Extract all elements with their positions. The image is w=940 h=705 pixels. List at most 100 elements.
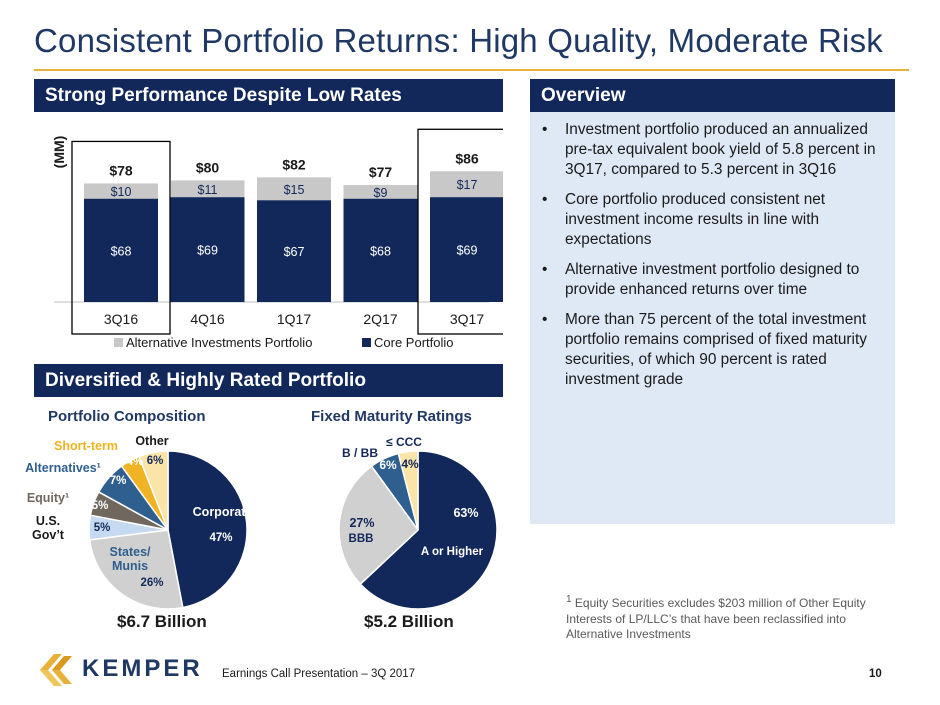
alternative-value-label: $10 bbox=[111, 185, 132, 199]
overview-bullet-text: Investment portfolio produced an annuali… bbox=[565, 121, 876, 178]
alternative-investments-bar bbox=[343, 184, 418, 199]
fixed-maturity-heading: Fixed Maturity Ratings bbox=[311, 408, 472, 425]
footnote-marker: 1 bbox=[566, 594, 572, 605]
title-underline bbox=[34, 69, 909, 71]
overview-bullet-list: • Investment portfolio produced an annual… bbox=[530, 112, 895, 390]
alternative-value-label: $17 bbox=[457, 178, 478, 192]
performance-section-header: Strong Performance Despite Low Rates bbox=[34, 79, 503, 112]
portfolio-category-label: U.S. Gov’t bbox=[32, 514, 65, 542]
legend-label-alternative: Alternative Investments Portfolio bbox=[126, 335, 312, 350]
fixed-maturity-pct-label: 63% bbox=[453, 506, 478, 520]
portfolio-pct-label: 7% bbox=[110, 475, 127, 487]
x-tick-label: 4Q16 bbox=[190, 311, 224, 327]
total-value-label: $80 bbox=[196, 159, 220, 175]
alternative-value-label: $11 bbox=[198, 183, 218, 197]
footer-presentation-title: Earnings Call Presentation – 3Q 2017 bbox=[222, 668, 416, 680]
page-number: 10 bbox=[869, 668, 882, 680]
diversified-section-title: Diversified & Highly Rated Portfolio bbox=[45, 369, 366, 391]
portfolio-pct-label: 6% bbox=[147, 455, 164, 467]
portfolio-category-label: Corporates bbox=[193, 505, 260, 519]
portfolio-composition-heading: Portfolio Composition bbox=[48, 408, 206, 425]
net-investment-income-bar-chart: (MM) $68 $10 $78 3Q16 $69 $11 $80 4Q16 $67 $15 $82 1… bbox=[51, 128, 503, 350]
overview-section-title: Overview bbox=[541, 84, 626, 106]
portfolio-category-label: Short-term bbox=[54, 439, 118, 453]
total-value-label: $78 bbox=[109, 162, 133, 178]
portfolio-composition-total: $6.7 Billion bbox=[117, 612, 207, 631]
kemper-logo-icon bbox=[40, 654, 72, 686]
x-tick-label: 3Q16 bbox=[104, 311, 138, 327]
core-value-label: $69 bbox=[197, 244, 218, 258]
diversified-section-header: Diversified & Highly Rated Portfolio bbox=[34, 364, 503, 397]
portfolio-category-label: States/Munis bbox=[110, 545, 152, 573]
core-value-label: $68 bbox=[370, 244, 391, 258]
legend-swatch-alternative bbox=[114, 338, 123, 347]
alternative-investments-bar bbox=[84, 183, 158, 199]
kemper-logo-text: KEMPER bbox=[82, 655, 203, 682]
total-value-label: $77 bbox=[369, 164, 393, 180]
total-value-label: $82 bbox=[282, 156, 306, 172]
bullet-marker: • bbox=[542, 311, 548, 328]
fixed-maturity-category-label: BBB bbox=[349, 533, 374, 545]
fixed-maturity-slice bbox=[397, 450, 419, 531]
portfolio-pct-label: 4% bbox=[127, 456, 144, 468]
portfolio-pct-label: 26% bbox=[140, 577, 163, 589]
portfolio-category-label: Other bbox=[135, 434, 168, 448]
overview-bullet: • Investment portfolio produced an annual… bbox=[540, 120, 883, 180]
legend-swatch-core bbox=[362, 338, 371, 347]
core-portfolio-bar bbox=[257, 200, 331, 302]
footnote-text: Equity Securities excludes $203 million … bbox=[566, 596, 866, 641]
portfolio-category-label: Equity¹ bbox=[27, 491, 69, 505]
core-portfolio-bar bbox=[430, 197, 503, 302]
overview-bullet-text: Core portfolio produced consistent net i… bbox=[565, 191, 826, 248]
core-portfolio-bar bbox=[84, 198, 158, 302]
core-value-label: $68 bbox=[111, 244, 132, 258]
portfolio-pct-label: 47% bbox=[209, 532, 232, 544]
performance-section-title: Strong Performance Despite Low Rates bbox=[45, 84, 402, 106]
fixed-maturity-pct-label: 4% bbox=[401, 457, 419, 471]
bullet-marker: • bbox=[542, 191, 548, 208]
alternative-value-label: $9 bbox=[374, 186, 388, 200]
alternative-value-label: $15 bbox=[284, 183, 305, 197]
core-value-label: $67 bbox=[284, 245, 305, 259]
fixed-maturity-total: $5.2 Billion bbox=[364, 612, 454, 631]
highlight-box bbox=[71, 140, 171, 335]
portfolio-pct-label: 5% bbox=[92, 500, 109, 512]
portfolio-composition-slice bbox=[88, 529, 184, 610]
portfolio-category-label: Alternatives¹ bbox=[25, 461, 101, 475]
portfolio-composition-slice bbox=[137, 450, 169, 531]
overview-bullet: • Core portfolio produced consistent net … bbox=[540, 190, 883, 250]
bullet-marker: • bbox=[542, 121, 548, 138]
overview-bullet-text: More than 75 percent of the total invest… bbox=[565, 311, 867, 388]
core-portfolio-bar bbox=[343, 198, 418, 302]
fixed-maturity-category-label: ≤ CCC bbox=[386, 435, 422, 449]
bullet-marker: • bbox=[542, 261, 548, 278]
overview-bullet: • Alternative investment portfolio design… bbox=[540, 260, 883, 300]
highlight-box bbox=[417, 128, 503, 335]
overview-bullet: • More than 75 percent of the total inves… bbox=[540, 310, 883, 390]
x-tick-label: 3Q17 bbox=[450, 311, 484, 327]
fixed-maturity-category-label: A or Higher bbox=[421, 546, 484, 558]
x-tick-label: 1Q17 bbox=[277, 311, 311, 327]
legend-label-core: Core Portfolio bbox=[374, 335, 453, 350]
fixed-maturity-slice bbox=[359, 450, 498, 610]
core-value-label: $69 bbox=[457, 244, 478, 258]
portfolio-pct-label: 5% bbox=[94, 522, 111, 534]
alternative-investments-bar bbox=[430, 171, 503, 198]
x-tick-label: 2Q17 bbox=[363, 311, 397, 327]
overview-section-header: Overview bbox=[530, 79, 895, 112]
alternative-investments-bar bbox=[257, 177, 331, 201]
y-axis-label: (MM) bbox=[51, 136, 67, 169]
overview-panel: • Investment portfolio produced an annual… bbox=[530, 112, 895, 524]
portfolio-composition-slice bbox=[167, 450, 248, 609]
overview-bullet-text: Alternative investment portfolio designe… bbox=[565, 261, 860, 298]
footnote: 1 Equity Securities excludes $203 millio… bbox=[566, 592, 886, 643]
fixed-maturity-slice bbox=[338, 465, 419, 586]
alternative-investments-bar bbox=[170, 180, 245, 198]
fixed-maturity-pct-label: 27% bbox=[349, 516, 374, 530]
total-value-label: $86 bbox=[455, 150, 479, 166]
fixed-maturity-category-label: B / BB bbox=[342, 446, 378, 460]
core-portfolio-bar bbox=[170, 197, 245, 302]
fixed-maturity-pct-label: 6% bbox=[379, 458, 397, 472]
page-title: Consistent Portfolio Returns: High Quali… bbox=[34, 22, 883, 59]
